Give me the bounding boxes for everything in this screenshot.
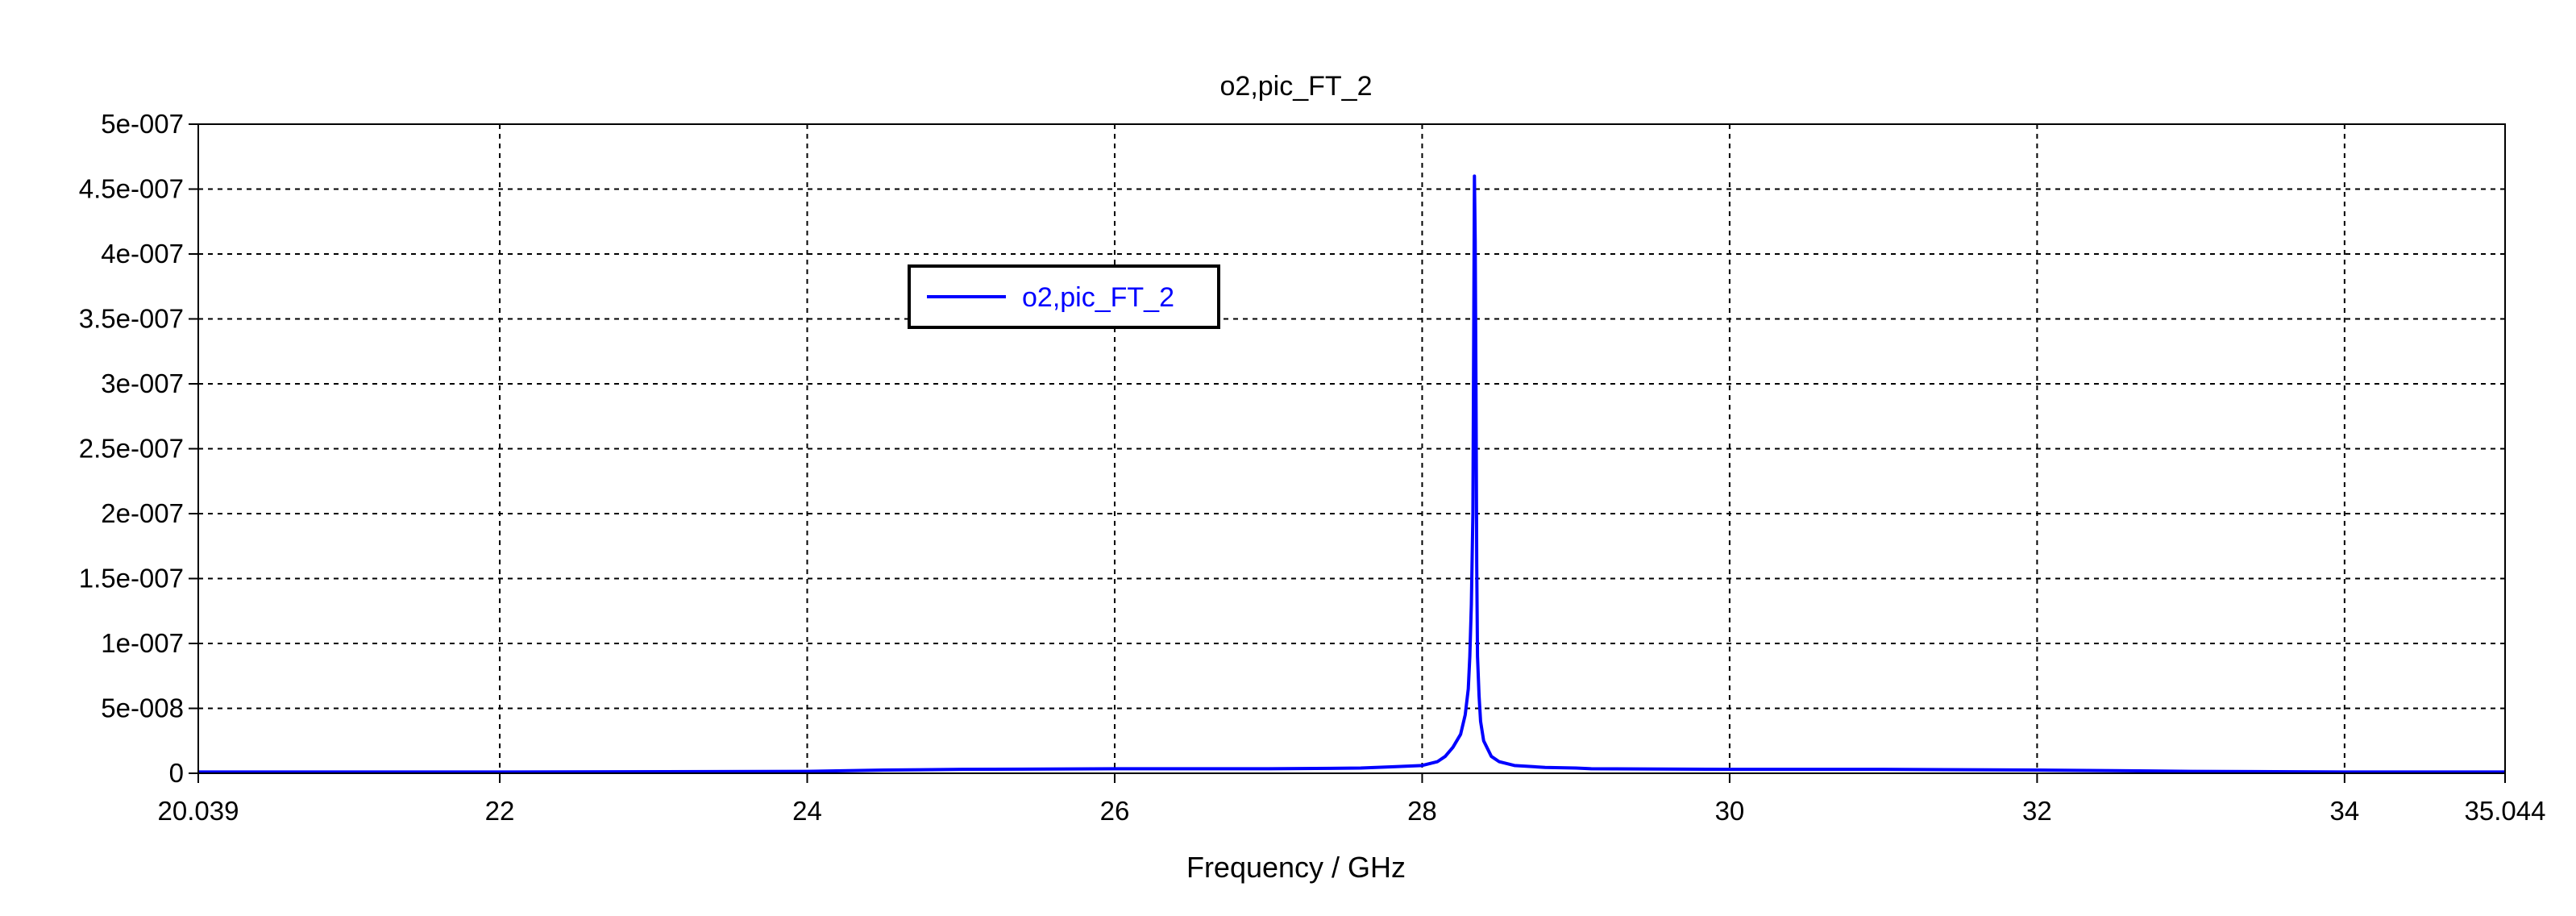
x-tick-label: 24: [792, 796, 822, 826]
y-tick-label: 3.5e-007: [79, 304, 184, 334]
chart-title: o2,pic_FT_2: [1220, 71, 1373, 102]
x-tick-label: 20.039: [158, 796, 239, 826]
x-tick-label: 30: [1715, 796, 1745, 826]
y-tick-label: 4e-007: [101, 239, 184, 269]
x-axis-title: Frequency / GHz: [1186, 851, 1406, 884]
legend: o2,pic_FT_2: [908, 264, 1220, 329]
legend-entry-label: o2,pic_FT_2: [1022, 282, 1174, 313]
y-tick-label: 2e-007: [101, 498, 184, 528]
y-axis: 0 5e-008 1e-007 1.5e-007 2e-007 2.5e-007 3e-00…: [79, 109, 198, 788]
y-tick-label: 0: [169, 758, 184, 788]
y-tick-label: 1e-007: [101, 628, 184, 658]
y-tick-label: 4.5e-007: [79, 174, 184, 204]
x-tick-label: 22: [485, 796, 515, 826]
x-tick-label: 35.044: [2465, 796, 2546, 826]
y-tick-label: 5e-008: [101, 693, 184, 723]
x-axis: 20.039 22 24 26 28 30 32 34 35.044: [158, 773, 2546, 826]
y-tick-label: 3e-007: [101, 368, 184, 398]
series-layer: [198, 174, 2505, 774]
x-tick-label: 26: [1100, 796, 1130, 826]
y-tick-label: 2.5e-007: [79, 434, 184, 464]
x-tick-label: 34: [2330, 796, 2360, 826]
x-tick-label: 32: [2022, 796, 2052, 826]
y-tick-label: 5e-007: [101, 109, 184, 139]
series-line-0: [198, 174, 2505, 774]
y-tick-label: 1.5e-007: [79, 564, 184, 593]
x-tick-label: 28: [1407, 796, 1437, 826]
grid-layer: [198, 124, 2505, 773]
